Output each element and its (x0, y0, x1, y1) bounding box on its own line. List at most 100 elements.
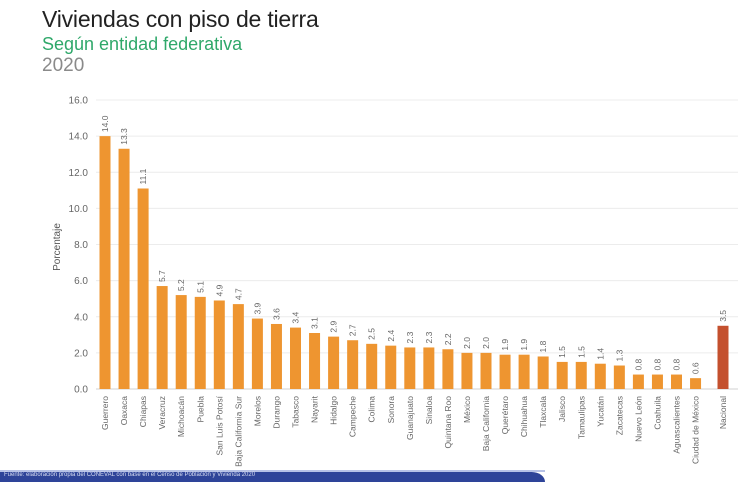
data-label: 3.9 (252, 302, 262, 314)
y-axis-ticks: 0.0 2.0 4.0 6.0 8.0 10.0 12.0 14.0 16.0 (69, 96, 89, 396)
x-tick-label: Tabasco (291, 396, 301, 428)
gridlines (96, 99, 738, 390)
x-tick-label: Nacional (718, 396, 728, 429)
x-tick-label: Guerrero (100, 396, 110, 430)
chart-subtitle: Según entidad federativa (42, 34, 243, 54)
x-tick-label: Ciudad de México (691, 396, 701, 464)
x-tick-label: Zacatecas (614, 396, 624, 435)
x-tick-label: Coahuila (652, 396, 662, 430)
data-label: 2.3 (405, 331, 415, 343)
x-tick-label: Yucatán (595, 396, 605, 427)
bar (556, 361, 568, 389)
footer-band (0, 472, 545, 482)
y-axis-label: Porcentaje (52, 223, 63, 271)
y-tick-label: 2.0 (74, 348, 88, 359)
x-tick-label: Oaxaca (119, 396, 129, 426)
bar (175, 295, 187, 389)
source-note: Fuente: elaboración propia del CONEVAL c… (4, 472, 256, 478)
data-label: 1.5 (557, 346, 567, 358)
x-tick-label: Jalisco (557, 396, 567, 422)
bar (461, 352, 473, 389)
bar (290, 327, 301, 389)
data-label: 2.5 (367, 328, 377, 340)
x-axis-labels: Guerrero Oaxaca Chiapas Veracruz Michoacán Pu… (100, 395, 728, 467)
data-label: 0.8 (633, 358, 643, 370)
data-label: 2.4 (386, 330, 396, 342)
bar (385, 345, 397, 389)
data-label: 4.9 (214, 284, 224, 296)
x-tick-label: Aguascalientes (672, 396, 682, 454)
chart-year: 2020 (42, 55, 85, 76)
data-label: 1.9 (500, 339, 510, 351)
bar (404, 347, 416, 389)
data-label: 3.5 (718, 310, 728, 322)
bar (575, 361, 587, 389)
bar (366, 343, 378, 389)
data-label: 1.9 (519, 339, 529, 351)
bar (594, 363, 606, 389)
data-label: 2.0 (462, 337, 472, 349)
x-tick-label: Morelos (252, 396, 262, 426)
x-tick-label: Querétaro (500, 396, 510, 435)
x-tick-label: San Luis Potosí (214, 395, 224, 455)
footer-divider (0, 470, 545, 472)
x-tick-label: Tamaulipas (576, 396, 586, 439)
data-label: 14.0 (100, 115, 110, 132)
data-label: 3.6 (271, 308, 281, 320)
y-tick-label: 6.0 (74, 276, 88, 287)
bar (99, 136, 111, 389)
bar (423, 347, 435, 389)
data-label: 0.8 (672, 358, 682, 370)
bar (156, 286, 168, 389)
y-tick-label: 10.0 (69, 204, 89, 215)
bar (232, 304, 244, 389)
bar-nacional (717, 325, 729, 389)
y-tick-label: 8.0 (74, 240, 88, 251)
x-tick-label: México (462, 396, 472, 423)
y-tick-label: 16.0 (69, 96, 89, 107)
bar (251, 318, 263, 389)
bar (518, 354, 530, 389)
data-label: 3.1 (310, 317, 320, 329)
data-label: 2.9 (329, 321, 339, 333)
bar (632, 374, 644, 389)
data-label: 1.4 (595, 348, 605, 360)
bars (99, 136, 729, 389)
y-tick-label: 0.0 (74, 385, 88, 396)
x-tick-label: Guanajuato (405, 396, 415, 440)
bar (613, 365, 625, 389)
x-tick-label: Nayarit (310, 395, 320, 423)
x-tick-label: Sinaloa (424, 396, 434, 425)
data-label: 4.7 (233, 288, 243, 300)
bar (671, 374, 682, 389)
x-tick-label: Campeche (348, 396, 358, 437)
x-tick-label: Puebla (195, 396, 205, 423)
x-tick-label: Baja California Sur (233, 396, 243, 467)
x-tick-label: Baja California (481, 396, 491, 452)
data-label: 3.4 (291, 311, 301, 323)
data-label: 5.7 (157, 270, 167, 282)
data-label: 1.3 (614, 349, 624, 361)
x-tick-label: Sonora (386, 396, 396, 424)
bar (137, 188, 149, 389)
data-label: 2.7 (348, 324, 358, 336)
bar (328, 336, 340, 389)
bar (499, 354, 511, 389)
x-tick-label: Veracruz (157, 396, 167, 430)
x-tick-label: Chihuahua (519, 396, 529, 437)
x-tick-label: Quintana Roo (443, 396, 453, 449)
data-label: 11.1 (138, 168, 148, 184)
x-tick-label: Durango (271, 396, 281, 429)
bar (118, 148, 130, 389)
bar (442, 349, 454, 389)
bar (270, 323, 282, 389)
data-label: 1.5 (576, 346, 586, 358)
data-label: 13.3 (119, 128, 129, 145)
bar (194, 296, 206, 389)
bar (213, 300, 225, 389)
bar (309, 333, 321, 389)
data-label: 0.6 (691, 362, 701, 374)
x-tick-label: Colima (367, 396, 377, 423)
y-tick-label: 12.0 (69, 168, 89, 179)
x-tick-label: Michoacán (176, 396, 186, 437)
